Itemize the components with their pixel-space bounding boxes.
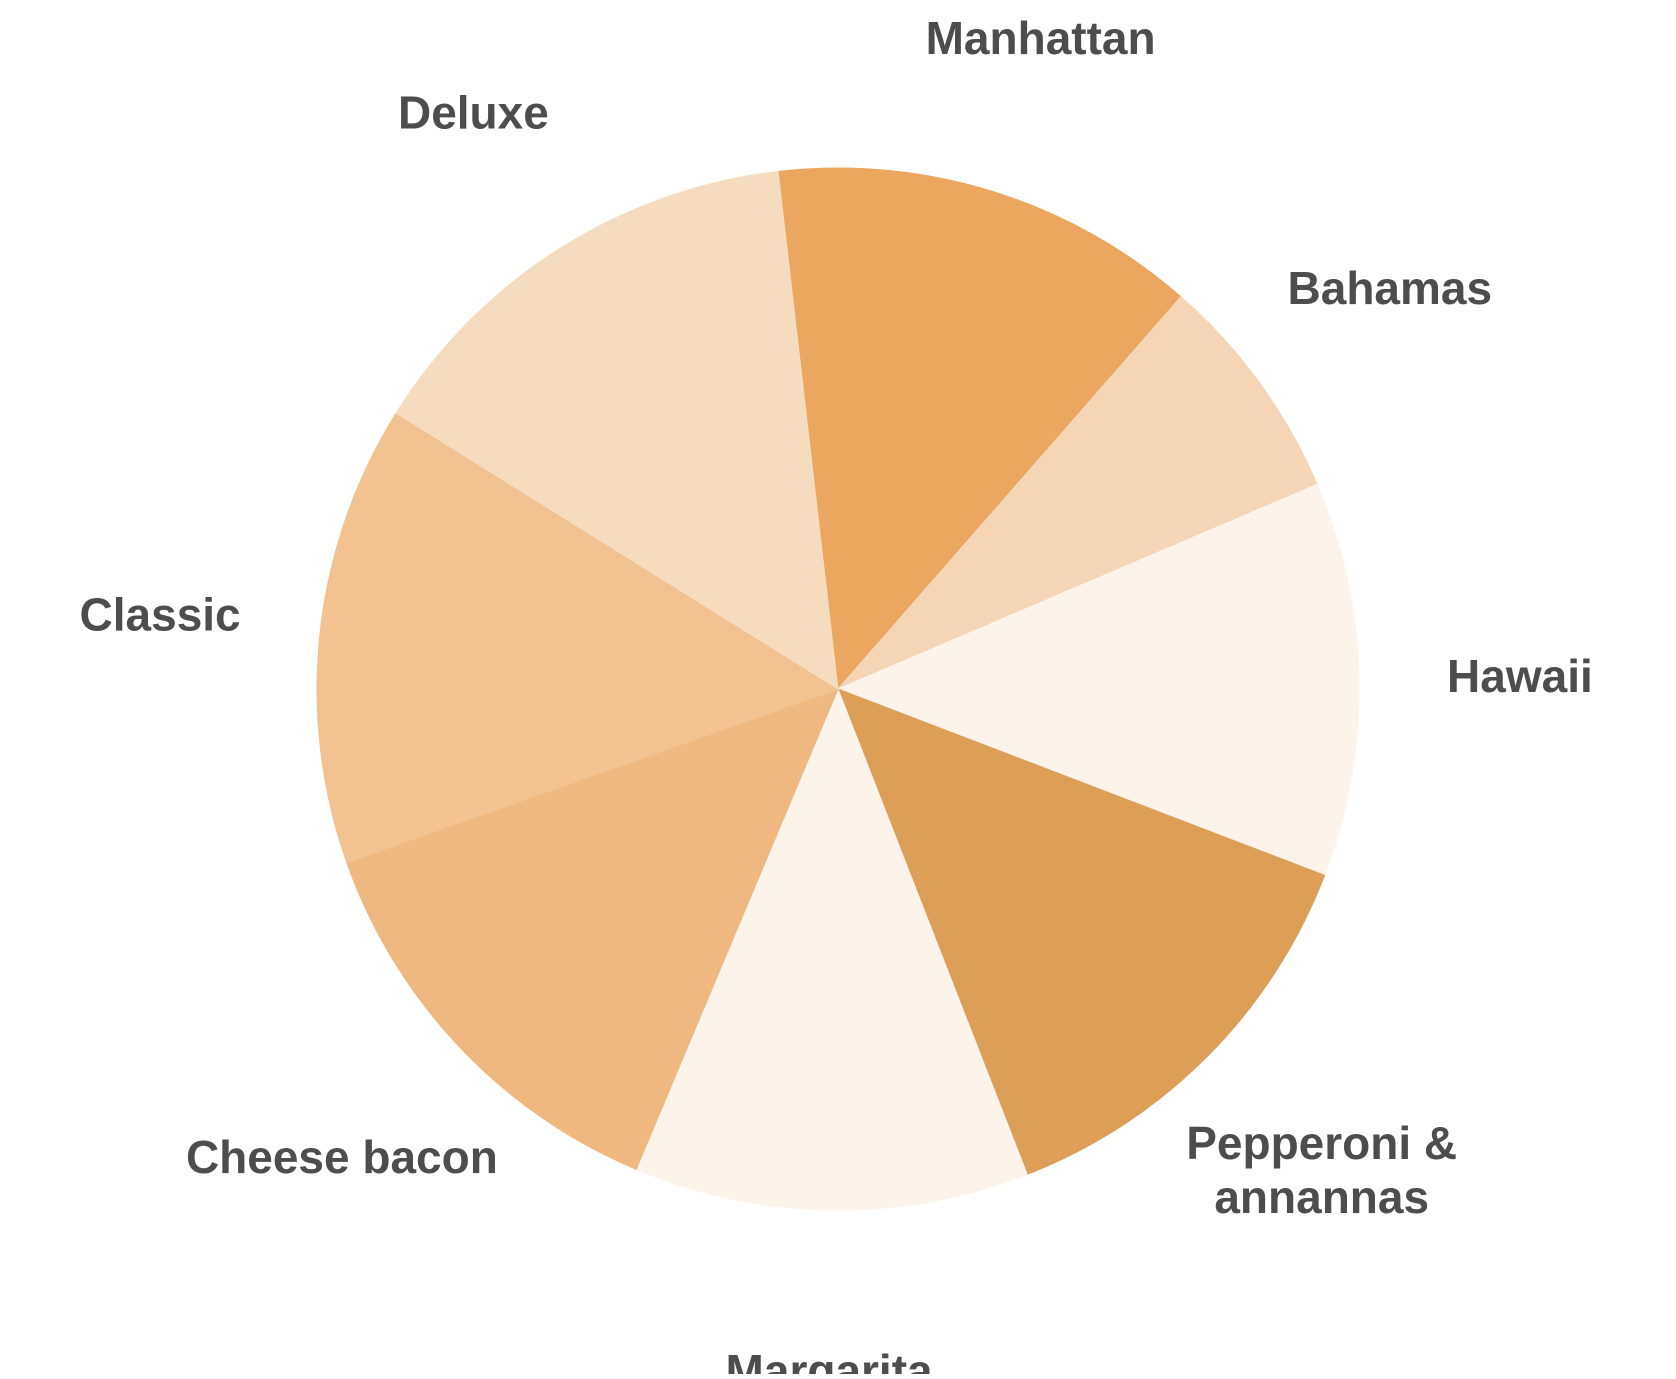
pie-slice-2 <box>836 483 1360 876</box>
pie-label-1: Bahamas <box>1288 262 1493 314</box>
pie-slice-4 <box>635 687 1028 1211</box>
pie-label-0-line-0: Manhattan <box>926 12 1156 64</box>
pie-label-2-line-0: Hawaii <box>1447 650 1593 702</box>
pie-label-7-line-0: Deluxe <box>398 87 549 139</box>
pie-slice-6 <box>316 412 840 864</box>
pie-label-5-line-0: Cheese bacon <box>186 1131 498 1183</box>
pie-label-2: Hawaii <box>1447 650 1593 702</box>
pie-label-3-line-1: annannas <box>1214 1171 1429 1223</box>
pie-label-4: Margarita <box>726 1345 933 1374</box>
pie-label-7: Deluxe <box>398 87 549 139</box>
pie-label-5: Cheese bacon <box>186 1131 498 1183</box>
pie-label-6-line-0: Classic <box>80 589 241 641</box>
pie-slice-0 <box>777 167 1182 691</box>
pie-label-6: Classic <box>80 589 241 641</box>
pie-label-4-line-0: Margarita <box>726 1345 933 1374</box>
pie-slice-7 <box>395 170 839 690</box>
pie-label-0: Manhattan <box>926 12 1156 64</box>
slices-layer <box>316 167 1360 1211</box>
pie-label-3: Pepperoni & annannas <box>1186 1117 1457 1223</box>
pie-label-3-line-0: Pepperoni & <box>1186 1117 1457 1169</box>
pie-label-1-line-0: Bahamas <box>1288 262 1493 314</box>
pie-slice-1 <box>837 296 1318 690</box>
labels-layer: Manhattan Bahamas Hawaii Pepperoni & annanna… <box>80 12 1593 1379</box>
pie-slice-5 <box>346 688 839 1170</box>
pie-slice-3 <box>837 688 1326 1176</box>
